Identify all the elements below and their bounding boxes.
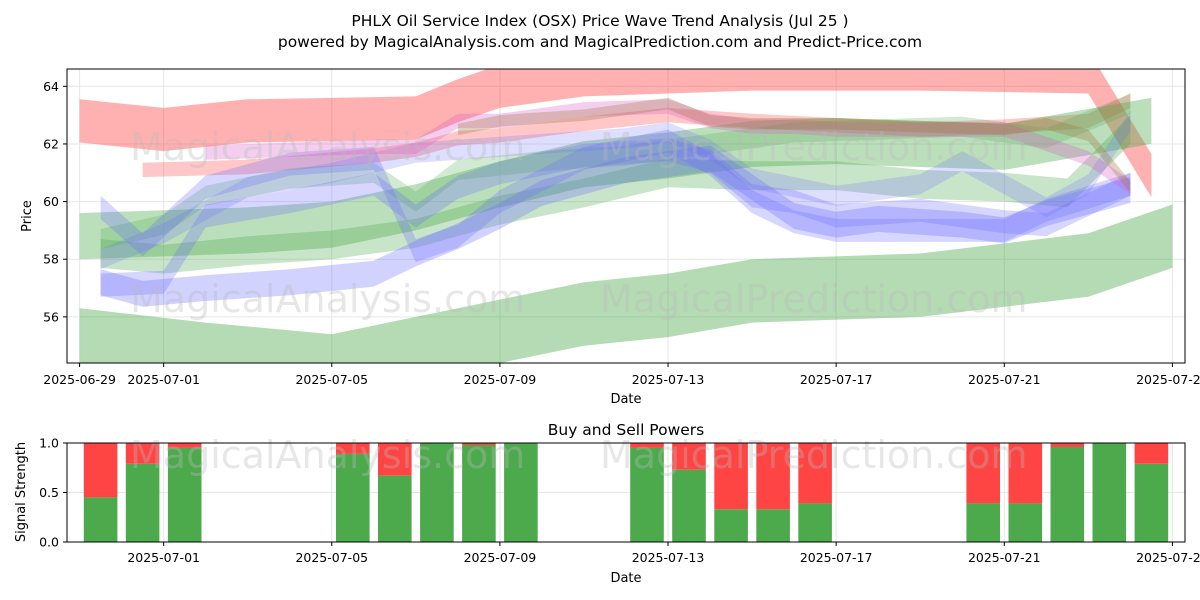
buy-power-bar — [336, 453, 370, 542]
signal-y-tick-label: 1.0 — [39, 436, 59, 451]
wave-band-green-4 — [100, 115, 1131, 274]
sell-power-bar — [462, 443, 496, 445]
chart-subtitle: powered by MagicalAnalysis.com and Magic… — [278, 33, 922, 51]
sell-power-bar — [966, 443, 1000, 504]
sell-power-bar — [1050, 443, 1085, 447]
price-y-tick-label: 64 — [43, 79, 59, 94]
price-x-tick-label: 2025-07-25 — [1136, 372, 1200, 387]
sell-power-bar — [1008, 443, 1043, 504]
price-wave-bands — [79, 69, 1173, 363]
buy-power-bar — [167, 447, 202, 542]
price-x-tick-label: 2025-07-09 — [464, 372, 537, 387]
signal-x-tick-label: 2025-07-01 — [127, 550, 200, 565]
price-panel: MagicalAnalysis.com MagicalPrediction.co… — [20, 68, 1200, 407]
sell-power-bar — [672, 443, 706, 470]
price-axes: 2025-06-29 2025-07-01 2025-07-05 2025-07-09… — [43, 79, 1200, 387]
buy-power-bar — [378, 475, 412, 542]
watermark-analysis-top: MagicalAnalysis.com — [130, 125, 525, 169]
wave-band-blue-7 — [100, 129, 1131, 263]
signal-x-tick-label: 2025-07-09 — [464, 550, 537, 565]
price-y-tick-label: 62 — [43, 136, 59, 151]
price-x-axis-label: Date — [610, 392, 641, 407]
buy-power-bar — [714, 509, 748, 542]
buy-power-bar — [420, 443, 454, 542]
signal-x-axis-label: Date — [610, 571, 641, 586]
signal-plot-border — [66, 442, 1186, 543]
sell-power-bar — [167, 443, 202, 448]
wave-band-red-1 — [142, 93, 1131, 178]
signal-bars — [83, 443, 1169, 542]
signal-x-tick-label: 2025-07-17 — [800, 550, 873, 565]
price-y-tick-label: 58 — [43, 252, 59, 267]
signal-x-tick-label: 2025-07-21 — [968, 550, 1041, 565]
signal-y-tick-label: 0.5 — [39, 485, 59, 500]
buy-power-bar — [1134, 463, 1169, 542]
sell-power-bar — [756, 443, 790, 510]
buy-power-bar — [1050, 447, 1085, 542]
sell-power-bar — [630, 443, 664, 448]
sell-power-bar — [83, 443, 118, 498]
wave-band-green-3 — [79, 97, 1152, 260]
sell-power-bar — [336, 443, 370, 454]
sell-power-bar — [798, 443, 832, 504]
wave-band-green-2 — [79, 204, 1173, 363]
watermark-prediction-top: MagicalPrediction.com — [600, 125, 1028, 169]
signal-axes: 2025-07-01 2025-07-05 2025-07-09 2025-07-13… — [39, 436, 1200, 566]
wave-band-red-0 — [79, 69, 1152, 198]
price-x-tick-label: 2025-07-17 — [800, 372, 873, 387]
chart-title: PHLX Oil Service Index (OSX) Price Wave … — [351, 12, 848, 30]
signal-chart-title: Buy and Sell Powers — [548, 421, 705, 439]
signal-y-tick-label: 0.0 — [39, 535, 59, 550]
buy-power-bar — [83, 497, 118, 542]
buy-power-bar — [1092, 443, 1127, 542]
signal-x-tick-label: 2025-07-25 — [1136, 550, 1200, 565]
buy-power-bar — [504, 443, 538, 542]
wave-band-blue-9 — [100, 110, 1131, 270]
price-plot-border — [66, 68, 1186, 364]
price-x-tick-label: 2025-07-05 — [295, 372, 368, 387]
buy-power-bar — [1008, 503, 1043, 542]
buy-power-bar — [125, 463, 160, 542]
price-x-tick-label: 2025-07-13 — [632, 372, 705, 387]
wave-band-green-5 — [100, 93, 1131, 250]
price-x-tick-label: 2025-06-29 — [43, 372, 116, 387]
wave-band-pink-10 — [205, 99, 1131, 195]
sell-power-bar — [714, 443, 748, 510]
watermark-analysis-bottom: MagicalAnalysis.com — [130, 433, 525, 477]
sell-power-bar — [1134, 443, 1169, 464]
watermark-prediction-bottom: MagicalPrediction.com — [600, 433, 1028, 477]
price-y-axis-label: Price — [20, 200, 35, 232]
price-y-tick-label: 60 — [43, 194, 59, 209]
watermark-prediction-mid: MagicalPrediction.com — [600, 277, 1028, 321]
price-y-tick-label: 56 — [43, 309, 59, 324]
wave-band-blue-6 — [100, 145, 1131, 307]
buy-power-bar — [756, 509, 790, 542]
signal-x-tick-label: 2025-07-13 — [632, 550, 705, 565]
signal-y-axis-label: Signal Strength — [14, 442, 29, 542]
signal-panel: Buy and Sell Powers MagicalAnalysis.com … — [14, 421, 1200, 586]
price-x-tick-label: 2025-07-21 — [968, 372, 1041, 387]
sell-power-bar — [378, 443, 412, 476]
price-gridlines — [67, 69, 1185, 363]
sell-power-bar — [125, 443, 160, 464]
price-x-tick-label: 2025-07-01 — [127, 372, 200, 387]
buy-power-bar — [630, 447, 664, 542]
watermark-analysis-mid: MagicalAnalysis.com — [130, 277, 525, 321]
buy-power-bar — [966, 503, 1000, 542]
wave-band-blue-8 — [100, 138, 1131, 297]
price-plot-frame — [67, 69, 1185, 363]
buy-power-bar — [462, 445, 496, 542]
signal-x-tick-label: 2025-07-05 — [295, 550, 368, 565]
buy-power-bar — [798, 503, 832, 542]
buy-power-bar — [672, 469, 706, 542]
